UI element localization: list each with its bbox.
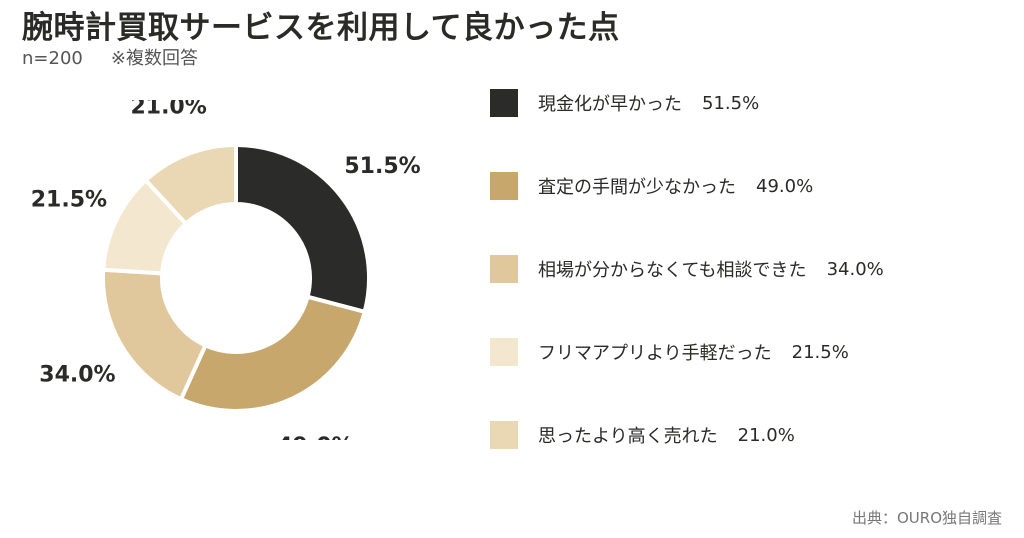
legend-item: 査定の手間が少なかった 49.0% xyxy=(490,166,884,206)
legend-item: 思ったより高く売れた 21.0% xyxy=(490,415,884,455)
slice-value-label: 21.5% xyxy=(31,188,107,213)
legend-swatch xyxy=(490,172,518,200)
donut-slice xyxy=(101,267,208,402)
chart-subtitle: n=200 ※複数回答 xyxy=(22,44,198,70)
legend-label: 査定の手間が少なかった xyxy=(538,177,736,198)
legend-label: 現金化が早かった xyxy=(538,94,682,115)
legend-label: 思ったより高く売れた xyxy=(538,426,718,447)
legend-value: 49.0% xyxy=(756,175,814,197)
legend-swatch xyxy=(490,89,518,117)
legend-item: フリマアプリより手軽だった 21.5% xyxy=(490,332,884,372)
slice-value-label: 51.5% xyxy=(344,154,420,179)
donut-slice xyxy=(234,143,371,314)
legend-item: 相場が分からなくても相談できた 34.0% xyxy=(490,249,884,289)
slice-value-label: 21.0% xyxy=(130,100,206,120)
legend-swatch xyxy=(490,421,518,449)
legend-value: 51.5% xyxy=(702,92,760,114)
legend-label: 相場が分からなくても相談できた xyxy=(538,260,807,281)
slice-value-label: 49.0% xyxy=(277,434,353,440)
legend-value: 21.5% xyxy=(791,341,849,363)
slice-value-label: 34.0% xyxy=(39,362,115,387)
legend-swatch xyxy=(490,338,518,366)
chart-title: 腕時計買取サービスを利用して良かった点 xyxy=(22,10,620,46)
source-note: 出典：OURO独自調査 xyxy=(851,509,1002,527)
donut-chart: 51.5% 49.0% 34.0% 21.5% 21.0% xyxy=(31,100,421,440)
legend-value: 21.0% xyxy=(737,424,795,446)
donut-slice xyxy=(179,294,367,413)
legend-swatch xyxy=(490,255,518,283)
legend-value: 34.0% xyxy=(826,258,884,280)
multiple-answer-note: ※複数回答 xyxy=(110,48,198,69)
donut-slice xyxy=(143,143,238,226)
legend-item: 現金化が早かった 51.5% xyxy=(490,83,884,123)
sample-size: n=200 xyxy=(22,48,83,69)
legend: 現金化が早かった 51.5% 査定の手間が少なかった 49.0% 相場が分からなくて… xyxy=(490,83,884,498)
legend-label: フリマアプリより手軽だった xyxy=(538,343,772,364)
